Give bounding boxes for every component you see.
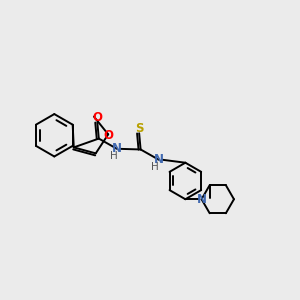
Text: N: N <box>154 153 164 166</box>
Text: O: O <box>92 111 102 124</box>
Text: N: N <box>112 142 122 155</box>
Text: H: H <box>152 162 159 172</box>
Text: O: O <box>103 129 113 142</box>
Text: N: N <box>196 193 207 206</box>
Text: S: S <box>135 122 143 135</box>
Text: H: H <box>110 151 117 161</box>
